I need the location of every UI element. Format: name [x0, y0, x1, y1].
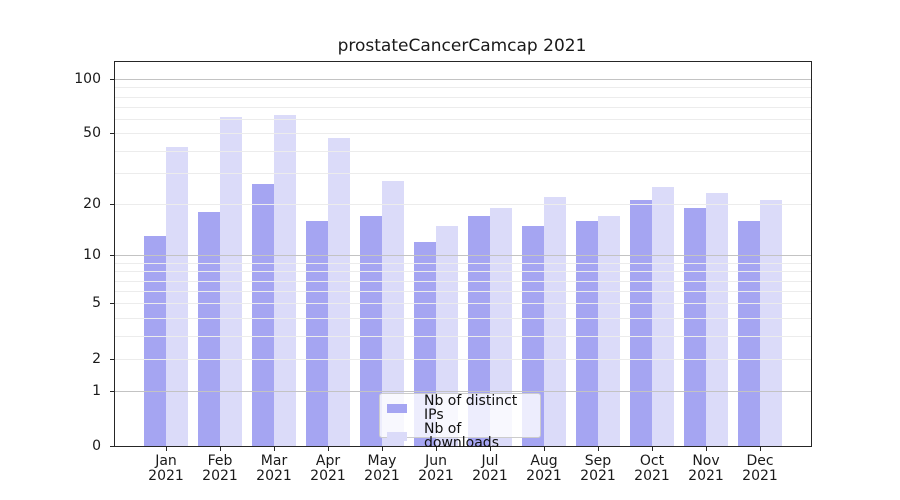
x-tick-label: Jul 2021: [472, 453, 508, 484]
gridline-minor: [115, 119, 811, 121]
bar-downloads-may: [382, 181, 404, 446]
x-tick: [544, 446, 545, 451]
x-tick: [706, 446, 707, 451]
y-tick-label: 50: [83, 125, 101, 142]
x-tick: [760, 446, 761, 451]
bar-downloads-aug: [544, 196, 566, 446]
bar-distinct-ips-jul: [468, 216, 490, 446]
bar-downloads-sep: [598, 216, 620, 446]
bar-downloads-jan: [166, 146, 188, 446]
gridline-minor: [115, 318, 811, 319]
gridline-minor: [115, 262, 811, 264]
y-tick-label: 0: [92, 438, 101, 454]
x-tick-label: Apr 2021: [310, 453, 346, 484]
bar-downloads-oct: [652, 186, 674, 446]
chart-title: prostateCancerCamcap 2021: [337, 36, 587, 56]
plot-area: 0 1 2 5 10 20 50 100 Jan 2021 Feb 2021 Mar 2021 Apr…: [74, 61, 812, 484]
bar-distinct-ips-apr: [306, 220, 328, 446]
legend-label: Nb of distinct IPs: [424, 393, 518, 423]
y-tick: [110, 446, 115, 447]
gridline-major: [115, 78, 811, 80]
legend: Nb of distinct IPs Nb of downloads: [379, 393, 541, 450]
x-tick-label: Mar 2021: [256, 453, 292, 484]
x-tick: [598, 446, 599, 451]
x-tick: [220, 446, 221, 451]
bar-distinct-ips-may: [360, 216, 382, 446]
y-tick: [110, 303, 115, 305]
x-tick-label: Dec 2021: [742, 453, 778, 484]
gridline-minor: [115, 335, 811, 337]
gridline-minor: [115, 96, 811, 98]
x-tick: [652, 446, 653, 451]
y-tick-label: 1: [92, 382, 101, 399]
x-tick-label: Jan 2021: [148, 453, 184, 484]
gridline-minor: [115, 358, 811, 360]
y-tick: [110, 255, 115, 257]
gridline-minor: [115, 106, 811, 108]
gridline-minor: [115, 280, 811, 282]
x-tick: [382, 446, 383, 451]
x-tick-label: Jun 2021: [418, 453, 454, 484]
bar-distinct-ips-mar: [252, 183, 274, 446]
y-tick-label: 10: [83, 247, 101, 264]
x-tick-label: Nov 2021: [688, 453, 724, 484]
x-tick-label: Feb 2021: [202, 453, 238, 484]
y-tick-label: 2: [92, 350, 101, 367]
gridline-minor: [115, 87, 811, 89]
legend-entry-distinct-ips: Nb of distinct IPs: [387, 394, 540, 422]
legend-label: Nb of downloads: [424, 421, 499, 451]
gridline-minor: [115, 291, 811, 293]
x-tick-label: Sep 2021: [580, 453, 616, 484]
bar-distinct-ips-feb: [198, 211, 220, 446]
y-tick-label: 100: [74, 70, 101, 87]
legend-swatch-distinct-ips: [387, 403, 407, 413]
y-tick: [110, 133, 115, 135]
gridline-minor: [115, 133, 811, 135]
legend-entry-downloads: Nb of downloads: [387, 422, 540, 450]
bar-distinct-ips-oct: [630, 200, 652, 446]
gridline-minor: [115, 271, 811, 273]
bar-distinct-ips-dec: [738, 220, 760, 446]
y-tick-label: 5: [92, 295, 101, 312]
bar-downloads-jul: [490, 207, 512, 446]
y-tick: [110, 203, 115, 205]
y-tick-label: 20: [83, 195, 101, 212]
y-tick: [110, 390, 115, 392]
bar-downloads-nov: [706, 193, 728, 446]
bar-distinct-ips-nov: [684, 207, 706, 446]
gridline-minor: [115, 172, 811, 174]
x-tick: [274, 446, 275, 451]
bar-downloads-dec: [760, 200, 782, 446]
y-tick: [110, 78, 115, 80]
x-tick-label: Aug 2021: [526, 453, 562, 484]
x-tick-label: Oct 2021: [634, 453, 670, 484]
x-tick: [490, 446, 491, 451]
gridline-minor: [115, 203, 811, 205]
x-tick: [328, 446, 329, 451]
bar-distinct-ips-sep: [576, 220, 598, 446]
gridline-major: [115, 390, 811, 392]
legend-swatch-downloads: [387, 431, 407, 441]
gridline-minor: [115, 303, 811, 305]
bar-distinct-ips-jan: [144, 236, 166, 446]
gridline-major: [115, 255, 811, 257]
x-tick: [166, 446, 167, 451]
x-tick: [436, 446, 437, 451]
y-tick: [110, 358, 115, 360]
gridline-minor: [115, 150, 811, 152]
x-tick-label: May 2021: [364, 453, 400, 484]
